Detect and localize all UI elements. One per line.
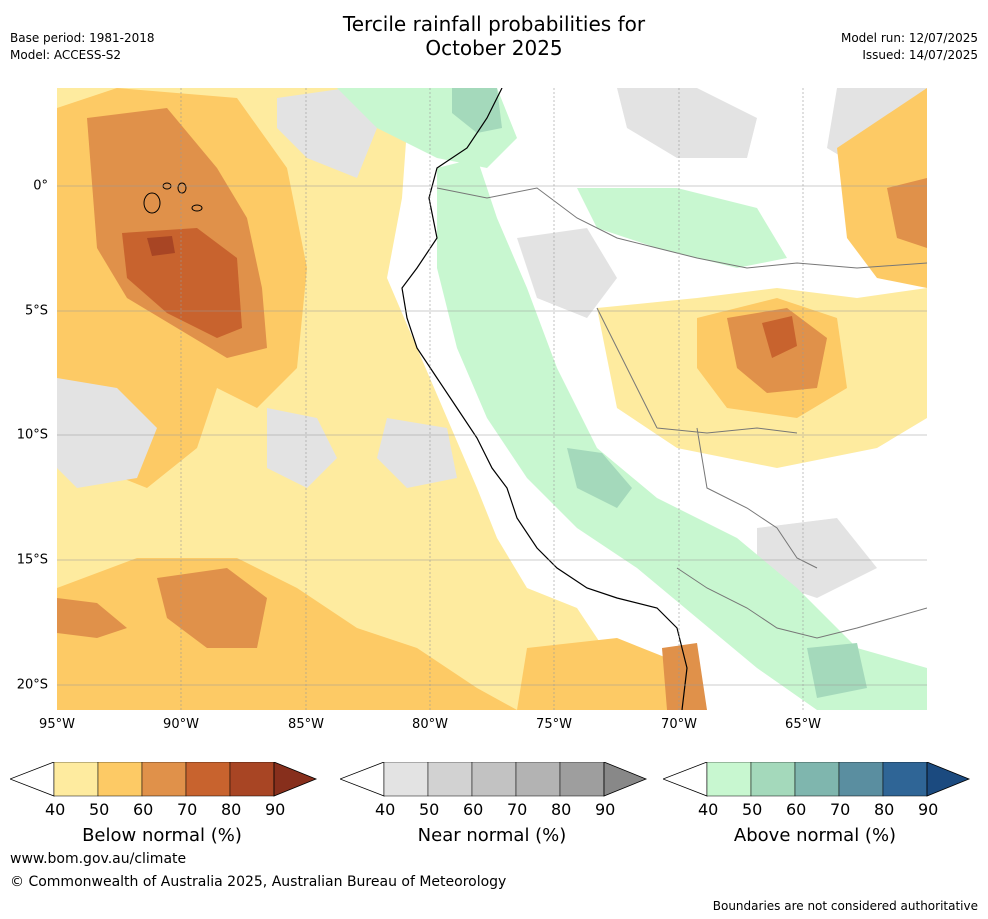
cbar-below-caption: Below normal (%) <box>82 825 242 846</box>
below-normal-80-east <box>762 316 797 358</box>
colorbar-near-normal-svg <box>338 761 648 797</box>
cbar-above-caption: Above normal (%) <box>733 825 897 846</box>
lat-tick-20s: 20°S <box>16 677 48 693</box>
footer-copyright: © Commonwealth of Australia 2025, Austra… <box>10 874 507 890</box>
lon-tick-70w: 70°W <box>661 717 697 732</box>
near-normal-ocean-1 <box>277 88 377 178</box>
near-normal-north <box>617 88 757 158</box>
footer-url[interactable]: www.bom.gov.au/climate <box>10 851 187 867</box>
below-normal-70-altiplano <box>662 643 707 710</box>
cbar-above-tick-60: 60 <box>786 800 807 819</box>
footer-disclaimer: Boundaries are not considered authoritat… <box>712 899 978 913</box>
cbar-near-tick-90: 90 <box>595 800 616 819</box>
lat-tick-15s: 15°S <box>16 552 48 568</box>
issued-text: Issued: 14/07/2025 <box>862 48 978 62</box>
lon-tick-65w: 65°W <box>785 717 821 732</box>
near-normal-ocean-2 <box>57 378 157 488</box>
cbar-below-tick-90: 90 <box>265 800 286 819</box>
map-title: Tercile rainfall probabilities for Octob… <box>0 12 988 60</box>
lat-tick-10s: 10°S <box>16 427 48 443</box>
lon-tick-75w: 75°W <box>536 717 572 732</box>
cbar-near-caption: Near normal (%) <box>417 825 567 846</box>
probability-map <box>57 88 927 710</box>
above-normal-50-andes <box>437 158 927 710</box>
map-svg <box>57 88 927 710</box>
map-title-line2: October 2025 <box>425 36 563 60</box>
lat-tick-0: 0° <box>33 178 48 194</box>
cbar-near-tick-70: 70 <box>507 800 528 819</box>
cbar-near-tick-50: 50 <box>419 800 440 819</box>
cbar-above-tick-40: 40 <box>698 800 719 819</box>
above-normal-60-southeast <box>807 643 867 698</box>
below-normal-70-south <box>157 568 267 648</box>
cbar-near-tick-40: 40 <box>375 800 396 819</box>
base-period-text: Base period: 1981-2018 <box>10 31 155 45</box>
meta-left: Base period: 1981-2018 Model: ACCESS-S2 <box>10 30 155 64</box>
model-run-text: Model run: 12/07/2025 <box>840 31 978 45</box>
near-normal-central <box>517 228 617 318</box>
cbar-above-tick-50: 50 <box>742 800 763 819</box>
below-normal-70-northeast <box>887 178 927 248</box>
near-normal-ocean-3 <box>267 408 337 488</box>
latitude-lines <box>57 185 927 686</box>
lon-tick-80w: 80°W <box>412 717 448 732</box>
country-borders <box>436 187 927 639</box>
colorbar-above-normal: 40 50 60 70 80 90 Above normal (%) <box>661 761 971 846</box>
below-normal-90-west <box>147 236 175 256</box>
map-title-line1: Tercile rainfall probabilities for <box>342 12 646 36</box>
lon-tick-85w: 85°W <box>288 717 324 732</box>
lon-tick-90w: 90°W <box>163 717 199 732</box>
meta-right: Model run: 12/07/2025 Issued: 14/07/2025 <box>841 30 978 64</box>
coastline-path <box>401 88 688 710</box>
below-normal-60-south-inland <box>517 638 697 710</box>
cbar-below-tick-40: 40 <box>45 800 66 819</box>
colorbar-near-normal: 40 50 60 70 80 90 Near normal (%) <box>338 761 648 846</box>
near-normal-southeast <box>757 518 877 598</box>
cbar-below-tick-60: 60 <box>133 800 154 819</box>
above-normal-60-north <box>452 88 502 133</box>
lon-tick-95w: 95°W <box>39 717 75 732</box>
lat-tick-5s: 5°S <box>24 303 48 319</box>
cbar-below-tick-80: 80 <box>221 800 242 819</box>
cbar-above-tick-80: 80 <box>874 800 895 819</box>
cbar-above-tick-90: 90 <box>918 800 939 819</box>
cbar-above-tick-70: 70 <box>830 800 851 819</box>
colorbar-above-normal-svg <box>661 761 971 797</box>
below-normal-70-southwest <box>57 598 127 638</box>
cbar-near-tick-80: 80 <box>551 800 572 819</box>
colorbar-below-normal: 40 50 60 70 80 90 Below normal (%) <box>8 761 318 846</box>
near-normal-ocean-4 <box>377 418 457 488</box>
model-text: Model: ACCESS-S2 <box>10 48 122 62</box>
cbar-below-tick-50: 50 <box>89 800 110 819</box>
above-normal-60-andes <box>567 448 632 508</box>
cbar-near-tick-60: 60 <box>463 800 484 819</box>
cbar-below-tick-70: 70 <box>177 800 198 819</box>
above-normal-50-amazon <box>577 188 787 268</box>
colorbar-below-normal-svg <box>8 761 318 797</box>
